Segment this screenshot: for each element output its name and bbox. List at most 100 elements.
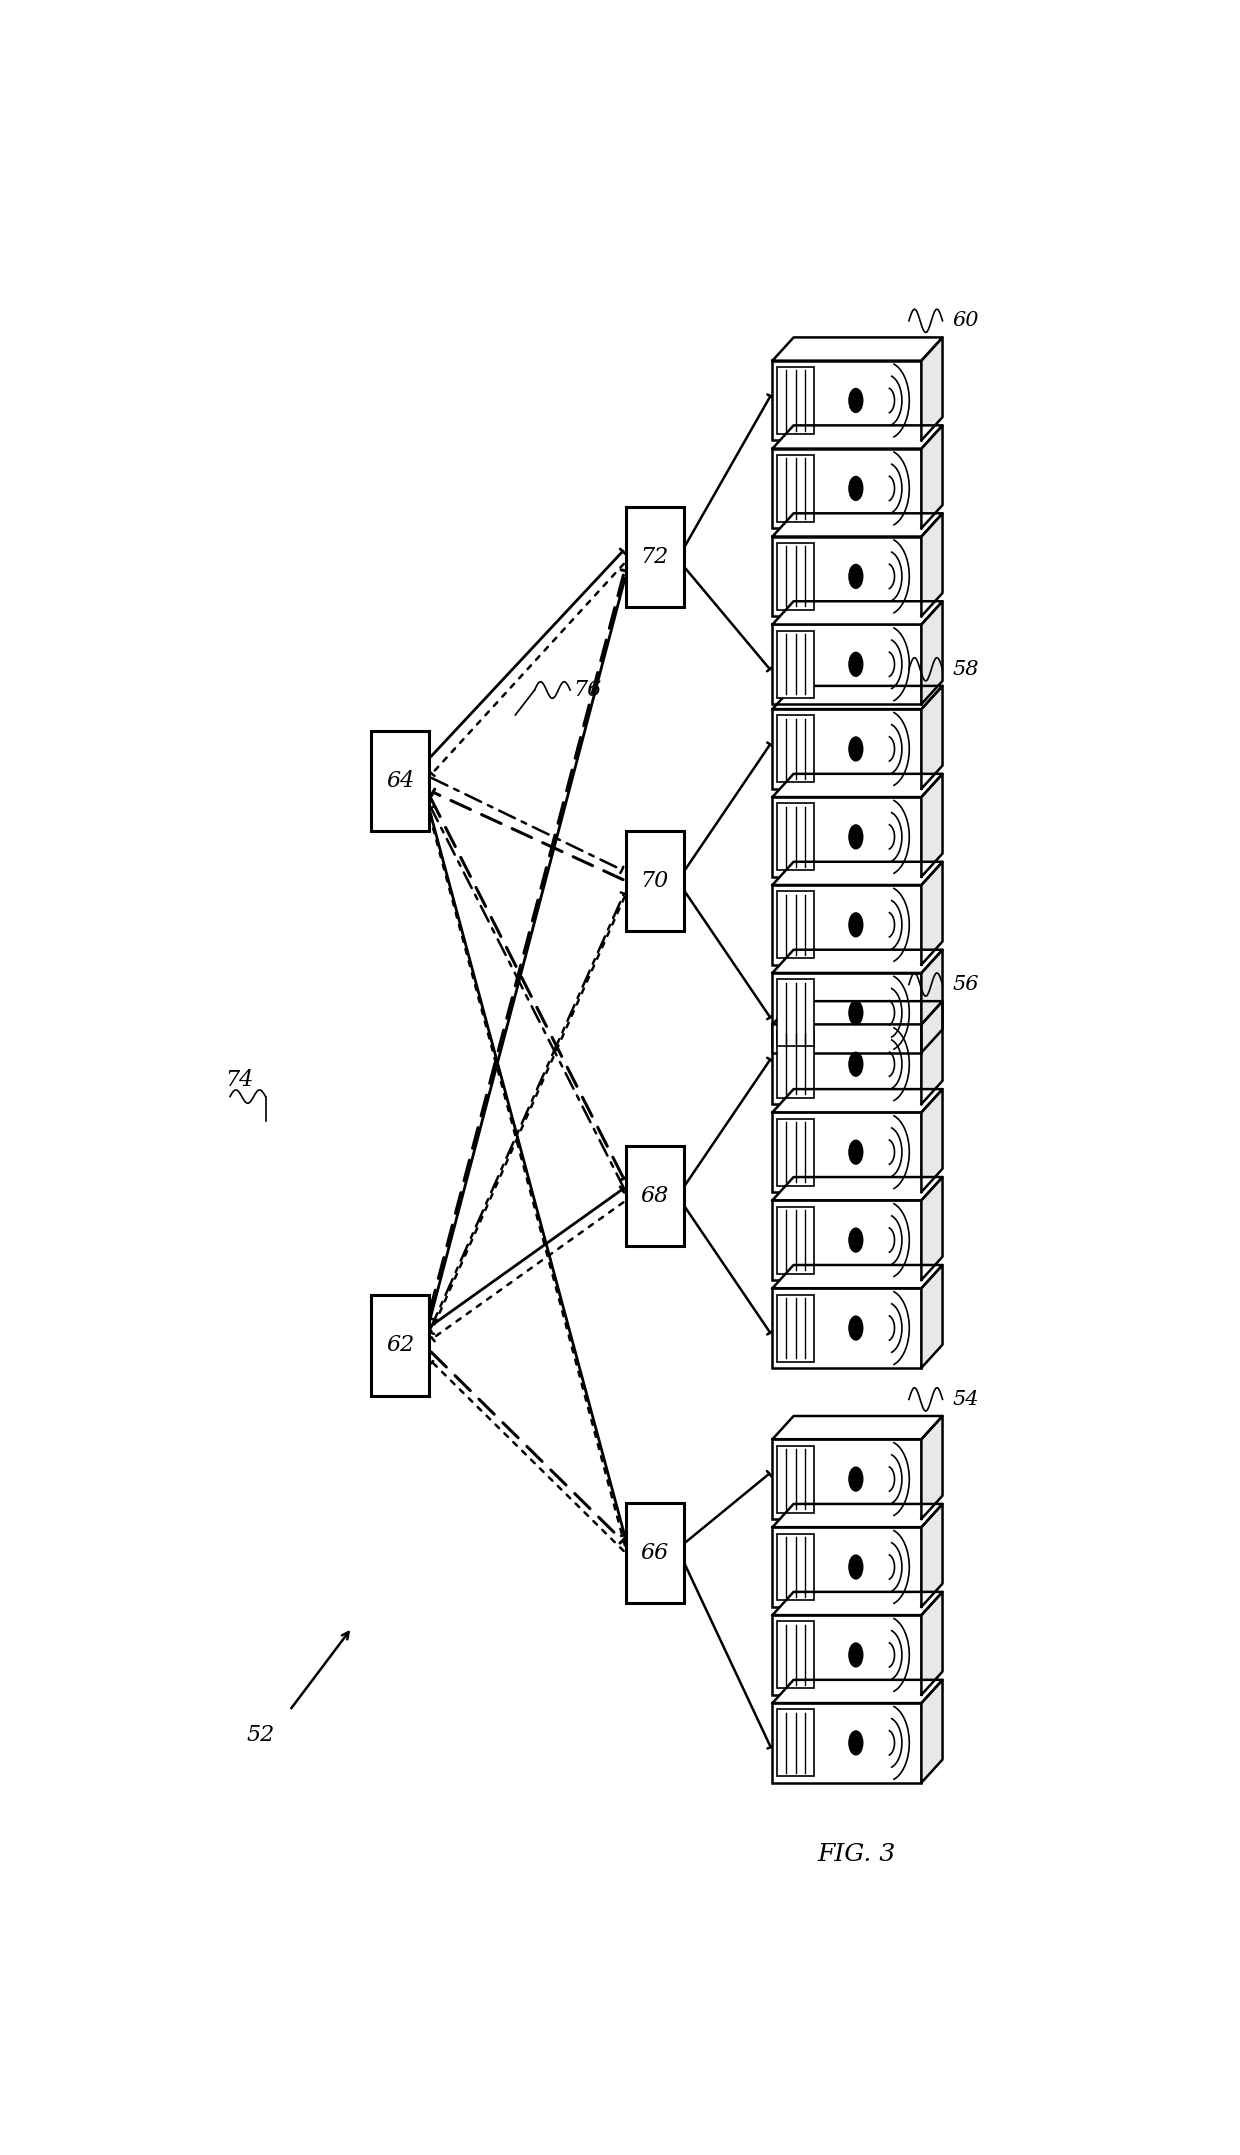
Bar bbox=[777, 1118, 815, 1185]
Text: 58: 58 bbox=[952, 659, 978, 679]
Text: 52: 52 bbox=[247, 1724, 275, 1746]
Circle shape bbox=[849, 1468, 863, 1491]
Bar bbox=[777, 455, 815, 522]
Polygon shape bbox=[773, 513, 942, 537]
Polygon shape bbox=[773, 1504, 942, 1528]
Polygon shape bbox=[773, 1088, 942, 1112]
Bar bbox=[777, 1030, 815, 1097]
Bar bbox=[626, 506, 683, 608]
Text: 76: 76 bbox=[573, 679, 601, 700]
Polygon shape bbox=[773, 1416, 942, 1440]
Text: 64: 64 bbox=[386, 769, 414, 793]
Bar bbox=[773, 1528, 921, 1608]
Polygon shape bbox=[921, 1504, 942, 1608]
Bar bbox=[773, 1200, 921, 1280]
Bar bbox=[777, 892, 815, 959]
Circle shape bbox=[849, 1140, 863, 1164]
Polygon shape bbox=[921, 685, 942, 789]
Polygon shape bbox=[773, 685, 942, 709]
Bar bbox=[777, 1709, 815, 1776]
Circle shape bbox=[849, 565, 863, 588]
Circle shape bbox=[849, 737, 863, 761]
Text: FIG. 3: FIG. 3 bbox=[817, 1843, 895, 1866]
Bar bbox=[773, 360, 921, 440]
Circle shape bbox=[849, 1317, 863, 1340]
Polygon shape bbox=[921, 1265, 942, 1368]
Polygon shape bbox=[921, 1593, 942, 1694]
Bar bbox=[773, 1024, 921, 1103]
Bar bbox=[777, 631, 815, 698]
Polygon shape bbox=[921, 513, 942, 616]
Polygon shape bbox=[773, 601, 942, 625]
Polygon shape bbox=[773, 1265, 942, 1289]
Bar bbox=[773, 1614, 921, 1694]
Bar bbox=[777, 366, 815, 433]
Bar bbox=[773, 797, 921, 877]
Polygon shape bbox=[921, 1416, 942, 1519]
Polygon shape bbox=[773, 950, 942, 972]
Polygon shape bbox=[921, 601, 942, 705]
Circle shape bbox=[849, 1730, 863, 1754]
Polygon shape bbox=[773, 338, 942, 360]
Circle shape bbox=[849, 1228, 863, 1252]
Bar bbox=[773, 1702, 921, 1782]
Polygon shape bbox=[773, 425, 942, 448]
Polygon shape bbox=[921, 1002, 942, 1103]
Bar bbox=[773, 625, 921, 705]
Polygon shape bbox=[773, 1177, 942, 1200]
Polygon shape bbox=[921, 425, 942, 528]
Circle shape bbox=[849, 388, 863, 412]
Bar bbox=[773, 709, 921, 789]
Bar bbox=[777, 1534, 815, 1601]
Bar bbox=[773, 448, 921, 528]
Text: 54: 54 bbox=[952, 1390, 978, 1409]
Circle shape bbox=[849, 825, 863, 849]
Polygon shape bbox=[921, 1177, 942, 1280]
Bar bbox=[777, 543, 815, 610]
Polygon shape bbox=[773, 1593, 942, 1614]
Text: 62: 62 bbox=[386, 1334, 414, 1355]
Bar bbox=[626, 1146, 683, 1246]
Text: 56: 56 bbox=[952, 974, 978, 993]
Circle shape bbox=[849, 1000, 863, 1026]
Circle shape bbox=[849, 653, 863, 677]
Bar bbox=[777, 1295, 815, 1362]
Bar bbox=[773, 537, 921, 616]
Text: 70: 70 bbox=[641, 871, 668, 892]
Polygon shape bbox=[921, 1088, 942, 1192]
Polygon shape bbox=[921, 338, 942, 440]
Bar bbox=[777, 804, 815, 871]
Bar bbox=[371, 731, 429, 832]
Bar bbox=[777, 1207, 815, 1274]
Circle shape bbox=[849, 1556, 863, 1580]
Polygon shape bbox=[773, 1002, 942, 1024]
Text: 72: 72 bbox=[641, 545, 668, 569]
Bar bbox=[626, 1502, 683, 1603]
Bar bbox=[777, 978, 815, 1045]
Polygon shape bbox=[773, 1681, 942, 1702]
Circle shape bbox=[849, 914, 863, 937]
Bar bbox=[371, 1295, 429, 1396]
Circle shape bbox=[849, 476, 863, 500]
Text: 74: 74 bbox=[226, 1069, 253, 1090]
Bar bbox=[777, 1621, 815, 1687]
Text: 60: 60 bbox=[952, 310, 978, 330]
Circle shape bbox=[849, 1642, 863, 1666]
Bar bbox=[773, 1440, 921, 1519]
Text: 66: 66 bbox=[641, 1541, 668, 1565]
Bar bbox=[773, 972, 921, 1052]
Circle shape bbox=[849, 1052, 863, 1075]
Bar bbox=[773, 886, 921, 965]
Text: 68: 68 bbox=[641, 1185, 668, 1207]
Polygon shape bbox=[773, 774, 942, 797]
Bar bbox=[777, 715, 815, 782]
Bar bbox=[777, 1446, 815, 1513]
Polygon shape bbox=[921, 774, 942, 877]
Bar bbox=[626, 830, 683, 931]
Polygon shape bbox=[921, 950, 942, 1052]
Polygon shape bbox=[921, 862, 942, 965]
Bar bbox=[773, 1112, 921, 1192]
Polygon shape bbox=[773, 862, 942, 886]
Polygon shape bbox=[921, 1681, 942, 1782]
Bar bbox=[773, 1289, 921, 1368]
